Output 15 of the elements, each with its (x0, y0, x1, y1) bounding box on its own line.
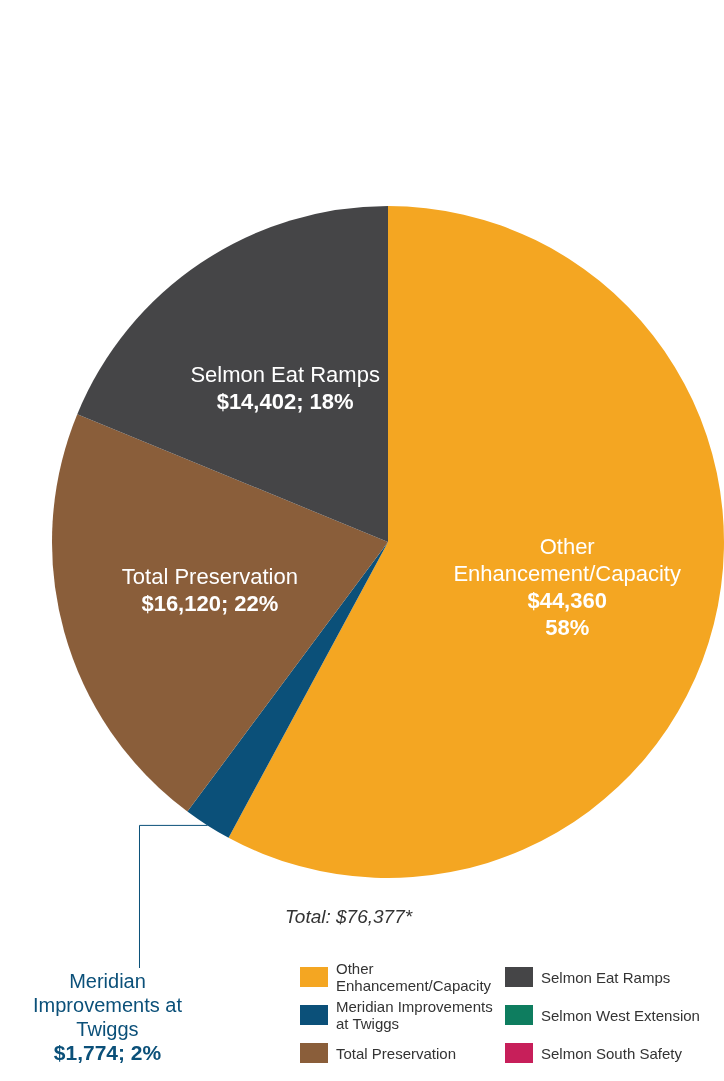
legend-label: Meridian Improvements at Twiggs (336, 998, 494, 1032)
legend-label: Selmon West Extension (541, 1006, 700, 1024)
text: Total: $76,377* (285, 906, 413, 928)
legend-label: Other Enhancement/Capacity (336, 960, 493, 994)
slice-label: Other Enhancement/Capacity (453, 534, 681, 587)
data-label: $1,774; 2% (53, 1040, 162, 1064)
legend-label: Selmon South Safety (541, 1044, 682, 1062)
data-label: $44,360 58% (527, 588, 607, 641)
slice-label: Selmon Eat Ramps (190, 361, 380, 387)
data-label: $16,120; 22% (141, 591, 279, 617)
slice-label: Meridian Improvements at Twiggs (33, 969, 183, 1040)
legend-label: Selmon Eat Ramps (541, 968, 671, 986)
data-label: $14,402; 18% (216, 388, 354, 414)
slice-label: Total Preservation (121, 564, 298, 590)
legend-label: Total Preservation (336, 1044, 457, 1062)
